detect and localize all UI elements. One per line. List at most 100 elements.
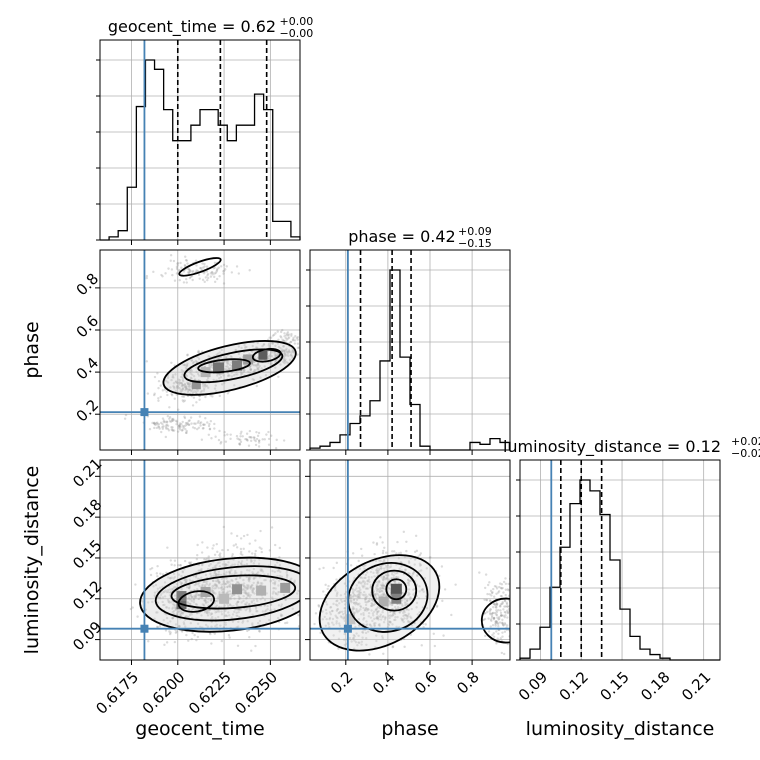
- sample-point: [234, 578, 238, 581]
- sample-point: [336, 591, 339, 594]
- sample-point: [491, 612, 494, 615]
- sample-point: [418, 562, 422, 565]
- sample-point: [230, 616, 233, 619]
- sample-point: [129, 607, 133, 611]
- sample-point: [170, 392, 173, 396]
- sample-point: [216, 579, 220, 582]
- y-tick-label: 0.2: [73, 396, 103, 426]
- sample-point: [217, 438, 221, 442]
- sample-point: [502, 623, 505, 627]
- sample-point: [159, 594, 162, 597]
- contour-line: [170, 574, 297, 610]
- sample-point: [232, 544, 236, 547]
- sample-point: [251, 586, 255, 590]
- sample-point: [387, 620, 391, 623]
- sample-point: [373, 617, 376, 621]
- sample-point: [375, 592, 378, 595]
- sample-point: [238, 442, 241, 446]
- sample-point: [170, 563, 173, 566]
- sample-point: [241, 435, 244, 438]
- sample-point: [281, 348, 284, 351]
- sample-point: [246, 587, 249, 591]
- sample-point: [228, 368, 231, 371]
- sample-point: [284, 336, 288, 340]
- sample-point: [176, 611, 179, 614]
- density-layer: [123, 254, 514, 660]
- sample-point: [170, 378, 173, 382]
- sample-point: [209, 562, 212, 566]
- sample-point: [483, 598, 486, 601]
- sample-point: [256, 580, 260, 584]
- sample-point: [500, 587, 503, 590]
- sample-point: [490, 612, 494, 616]
- sample-point: [376, 610, 379, 614]
- sample-point: [495, 620, 498, 624]
- sample-point: [384, 551, 388, 554]
- sample-point: [238, 443, 242, 446]
- sample-point: [218, 429, 221, 433]
- sample-point: [254, 644, 257, 648]
- sample-point: [162, 591, 165, 594]
- sample-point: [264, 578, 267, 582]
- sample-point: [179, 580, 182, 584]
- sample-point: [405, 600, 409, 603]
- sample-point: [189, 598, 193, 601]
- sample-point: [366, 630, 370, 633]
- sample-point: [185, 277, 188, 281]
- sample-point: [274, 351, 277, 354]
- sample-point: [287, 350, 291, 354]
- sample-point: [212, 544, 215, 547]
- sample-point: [185, 259, 189, 262]
- sample-point: [228, 636, 231, 639]
- sample-point: [357, 580, 361, 584]
- sample-point: [247, 578, 250, 581]
- sample-point: [267, 437, 271, 441]
- sample-point: [188, 269, 191, 272]
- sample-point: [176, 261, 180, 265]
- sample-point: [226, 374, 230, 378]
- sample-point: [512, 577, 514, 579]
- sample-point: [161, 596, 165, 599]
- sample-point: [248, 607, 251, 610]
- sample-point: [228, 571, 232, 574]
- sample-point: [226, 362, 229, 366]
- sample-point: [197, 273, 201, 276]
- sample-point: [218, 565, 222, 568]
- sample-point: [225, 577, 228, 580]
- sample-point: [206, 609, 209, 613]
- sample-point: [392, 611, 395, 615]
- sample-point: [388, 587, 392, 591]
- sample-point: [359, 588, 362, 592]
- sample-point: [418, 553, 422, 557]
- sample-point: [386, 573, 389, 577]
- sample-point: [211, 590, 214, 594]
- x-tick-label: 0.09: [515, 668, 551, 704]
- sample-point: [339, 594, 343, 597]
- axes-frame-luminosity_distance: [519, 459, 721, 661]
- sample-point: [225, 614, 229, 618]
- sample-point: [274, 366, 277, 369]
- sample-point: [415, 549, 419, 553]
- sample-point: [226, 585, 229, 589]
- sample-point: [226, 591, 229, 595]
- sample-point: [282, 439, 286, 442]
- sample-point: [364, 598, 367, 602]
- sample-point: [243, 368, 246, 372]
- sample-point: [182, 384, 185, 387]
- sample-point: [270, 355, 274, 358]
- sample-point: [360, 640, 364, 644]
- sample-point: [494, 620, 498, 623]
- sample-point: [253, 592, 256, 595]
- sample-point: [249, 439, 253, 443]
- sample-point: [418, 585, 421, 588]
- sample-point: [354, 603, 357, 606]
- sample-point: [421, 606, 425, 609]
- sample-point: [389, 565, 393, 568]
- sample-point: [381, 551, 385, 555]
- sample-point: [215, 573, 218, 577]
- sample-point: [290, 334, 293, 337]
- sample-point: [362, 579, 365, 583]
- sample-point: [187, 419, 191, 423]
- sample-point: [164, 426, 168, 429]
- sample-point: [382, 578, 385, 581]
